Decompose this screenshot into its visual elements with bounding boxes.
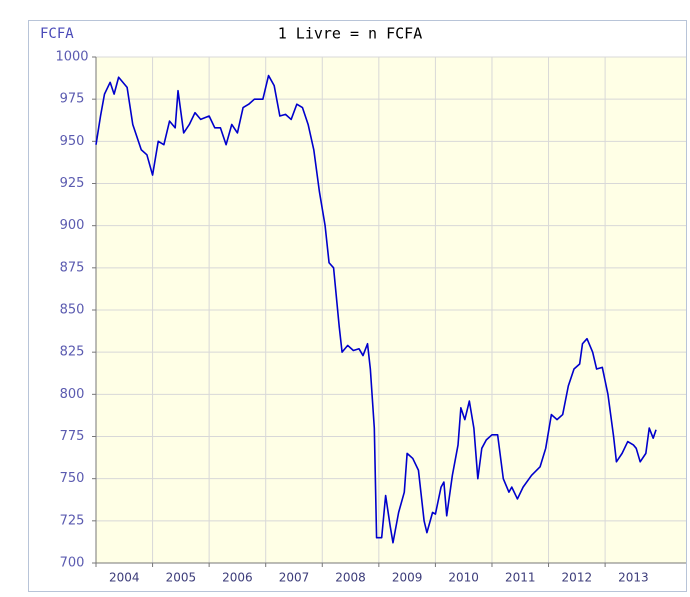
y-tick-label: 700: [60, 556, 85, 571]
y-tick-label: 925: [60, 176, 85, 191]
y-tick-label: 1000: [55, 50, 88, 65]
y-tick-label: 725: [60, 513, 85, 528]
x-tick-label: 2012: [562, 571, 593, 585]
y-tick-label: 875: [60, 260, 85, 275]
data-line: [95, 74, 657, 544]
y-tick-label: 775: [60, 429, 85, 444]
chart-title: 1 Livre = n FCFA: [278, 25, 423, 43]
x-tick-label: 2004: [109, 571, 140, 585]
y-tick-label: 825: [60, 345, 85, 360]
x-tick-label: 2013: [618, 571, 649, 585]
x-tick-label: 2007: [279, 571, 310, 585]
y-tick-label: 975: [60, 92, 85, 107]
y-tick-label: 800: [60, 387, 85, 402]
y-tick-label: 850: [60, 303, 85, 318]
x-tick-label: 2006: [222, 571, 253, 585]
x-tick-label: 2008: [335, 571, 366, 585]
x-tick-label: 2009: [392, 571, 423, 585]
y-axis-label: FCFA: [40, 26, 74, 42]
x-tick-label: 2005: [166, 571, 197, 585]
y-tick-label: 950: [60, 134, 85, 149]
x-tick-label: 2010: [448, 571, 479, 585]
y-tick-label: 900: [60, 218, 85, 233]
y-tick-label: 750: [60, 471, 85, 486]
x-tick-label: 2011: [505, 571, 536, 585]
